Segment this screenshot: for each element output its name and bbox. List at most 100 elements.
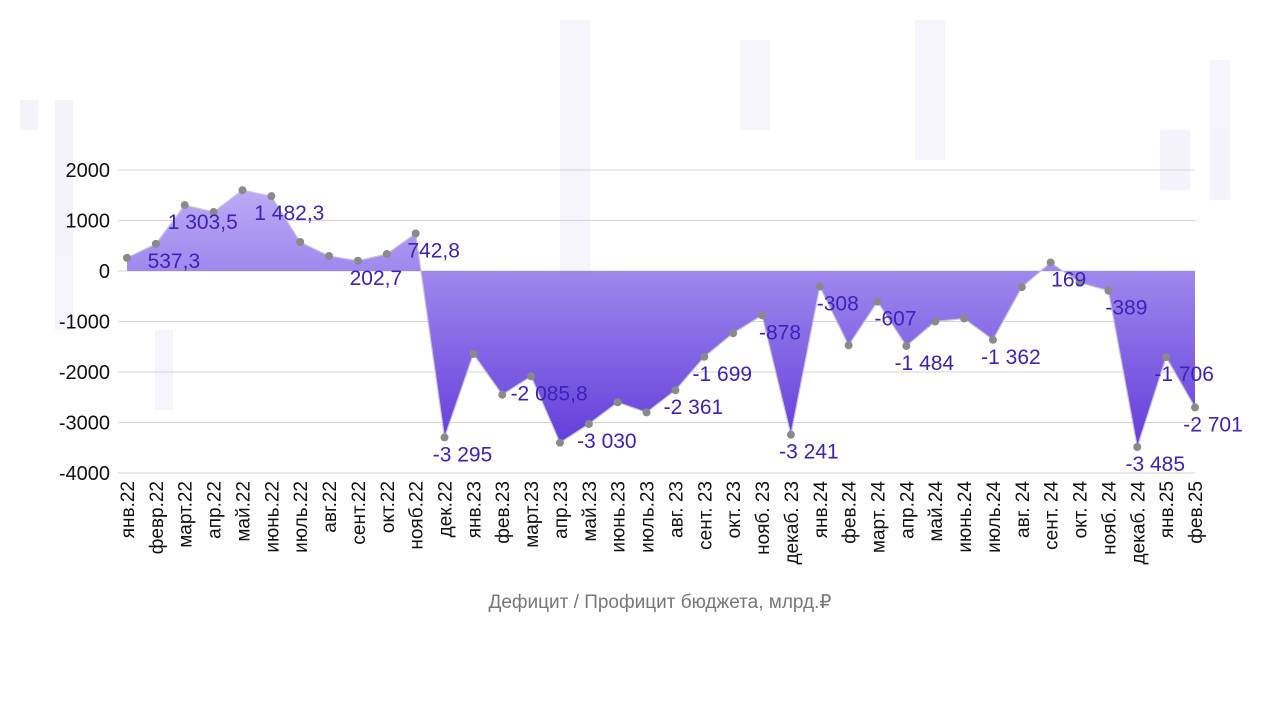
x-tick-label: июнь.23 [609,481,630,553]
data-point [873,297,882,306]
data-point [1104,286,1113,295]
data-point [815,282,824,291]
x-tick-label: июль.22 [291,481,312,553]
x-tick-label: фев.24 [840,481,861,544]
data-point [527,372,536,381]
x-tick-label: март.22 [176,481,197,548]
data-point [498,390,507,399]
data-point [469,349,478,358]
x-tick-label: май.23 [580,481,601,542]
data-point [844,341,853,350]
data-point [209,208,218,217]
x-tick-label: нояб. 23 [753,481,774,555]
x-tick-label: декаб. 23 [782,481,803,565]
x-tick-label: авг. 24 [1013,481,1034,538]
x-tick-label: окт. 23 [724,481,745,538]
data-point [180,201,189,210]
data-label: 1 482,3 [254,202,324,225]
x-tick-label: авг.22 [320,481,341,533]
data-point [902,341,911,350]
data-point [440,433,449,442]
x-tick-label: июнь.24 [955,481,976,553]
x-tick-label: фев.25 [1186,481,1207,544]
data-label: -3 485 [1125,453,1185,476]
data-label: 202,7 [350,267,403,290]
y-tick-label: -2000 [59,362,110,384]
y-tick-label: -1000 [59,312,110,334]
data-point [1133,442,1142,451]
x-tick-label: июль.24 [984,481,1005,553]
y-tick-label: -3000 [59,413,110,435]
data-point [353,256,362,265]
data-point [555,438,564,447]
x-tick-label: апр.23 [551,481,572,539]
data-label: -3 241 [779,441,839,464]
x-tick-label: янв.23 [464,481,485,538]
x-tick-label: нояб. 24 [1099,481,1120,555]
data-point [382,249,391,258]
x-tick-label: июль.23 [638,481,659,553]
x-tick-label: февр.22 [147,481,168,554]
data-point [151,239,160,248]
x-tick-label: май.22 [233,481,254,542]
y-tick-label: 2000 [66,160,111,182]
data-point [267,192,276,201]
data-point [238,186,247,195]
data-point [931,317,940,326]
data-point [960,314,969,323]
data-label: -2 701 [1183,413,1243,436]
x-tick-label: фев.23 [493,481,514,544]
data-point [613,398,622,407]
background-decor [20,20,1230,410]
x-tick-label: дек.22 [436,481,457,537]
data-point [758,311,767,320]
data-point [411,229,420,238]
data-label: -3 030 [577,430,637,453]
data-point [325,252,334,261]
data-label: -389 [1105,297,1147,320]
x-tick-label: янв.25 [1157,481,1178,538]
data-label: 742,8 [407,239,460,262]
x-tick-label: янв.22 [118,481,139,538]
data-point [123,253,131,262]
y-tick-label: 0 [99,261,110,283]
data-point [700,352,709,361]
y-tick-label: 1000 [66,211,111,233]
x-tick-label: нояб.22 [407,481,428,550]
data-label: -1 362 [981,346,1041,369]
x-tick-label: авг. 23 [666,481,687,538]
data-label: -1 484 [895,352,955,375]
y-tick-label: -4000 [59,463,110,485]
x-tick-label: сент.22 [349,481,370,545]
data-point [642,408,651,417]
data-label: -878 [759,321,801,344]
area [127,190,1195,447]
x-tick-label: июнь.22 [262,481,283,553]
data-label: -1 706 [1154,363,1214,386]
data-point [1075,278,1084,287]
x-tick-label: май.24 [926,481,947,542]
x-tick-label: апр.22 [205,481,226,539]
data-point [296,238,305,247]
x-tick-label: март. 24 [868,481,889,553]
x-tick-label: сент. 24 [1042,481,1063,550]
data-label: -3 295 [433,443,493,466]
data-point [786,430,795,439]
x-tick-label: окт.22 [378,481,399,533]
data-point [584,420,593,429]
x-tick-label: сент. 23 [695,481,716,550]
x-tick-label: март.23 [522,481,543,548]
data-point [1017,283,1026,292]
data-label: 169 [1051,268,1086,291]
x-tick-label: декаб. 24 [1128,481,1149,565]
data-label: -2 085,8 [511,382,588,405]
x-tick-label: апр.24 [897,481,918,539]
data-point [1046,258,1055,267]
data-label: 1 303,5 [168,211,238,234]
data-point [988,335,997,344]
x-axis-title: Дефицит / Профицит бюджета, млрд.₽ [488,592,831,613]
data-point [729,329,738,338]
data-point [1191,403,1199,412]
x-tick-label: окт. 24 [1071,481,1092,539]
